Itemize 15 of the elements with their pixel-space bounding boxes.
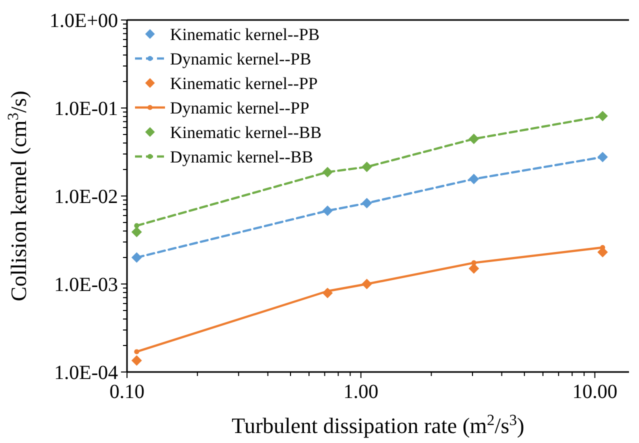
x-tick-label: 0.10 — [110, 381, 144, 403]
y-tick-label: 1.0E-03 — [54, 274, 118, 296]
x-tick-label: 10.00 — [572, 381, 618, 403]
y-tick-label: 1.0E+00 — [50, 10, 118, 32]
y-tick-label: 1.0E-02 — [54, 186, 118, 208]
legend-label: Kinematic kernel--BB — [170, 123, 322, 142]
y-tick-label: 1.0E-01 — [54, 98, 118, 120]
x-axis-title: Turbulent dissipation rate (m$^{2}$/s$^{3}$) — [232, 412, 524, 438]
legend-label: Kinematic kernel--PP — [170, 74, 318, 93]
legend-label: Dynamic kernel--PP — [170, 98, 310, 118]
legend-label: Kinematic kernel--PB — [170, 25, 320, 44]
x-tick-label: 1.00 — [343, 381, 378, 403]
legend-label: Dynamic kernel--BB — [170, 148, 314, 166]
legend-label: Dynamic kernel--PB — [170, 50, 312, 68]
y-tick-label: 1.0E-04 — [54, 362, 118, 384]
